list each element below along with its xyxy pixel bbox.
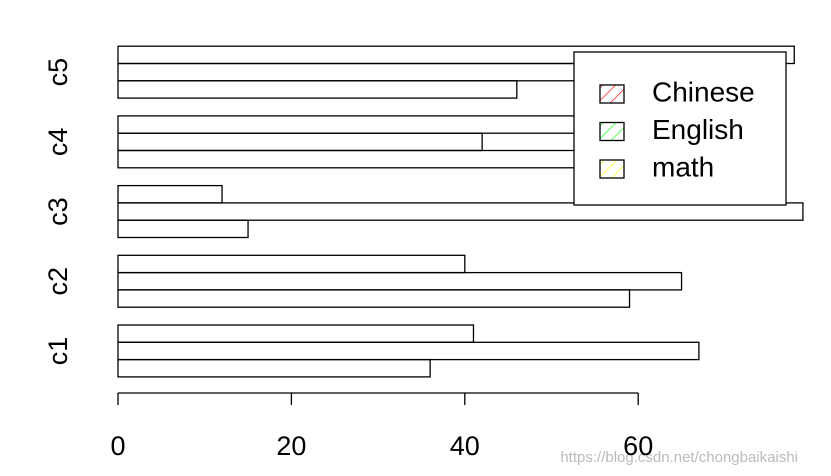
legend-swatch <box>599 121 625 142</box>
bar <box>117 271 683 291</box>
legend-swatch <box>599 159 625 179</box>
y-tick-label: c5 <box>43 58 73 87</box>
x-tick-label: 20 <box>276 431 306 461</box>
y-tick-label: c2 <box>43 267 73 296</box>
watermark: https://blog.csdn.net/chongbaikaishi <box>560 449 798 466</box>
bar <box>117 202 804 221</box>
bar <box>117 80 518 99</box>
legend-label: Chinese <box>652 76 755 107</box>
bar <box>117 289 631 308</box>
bar <box>117 358 431 378</box>
bar <box>117 132 483 152</box>
x-tick-label: 40 <box>450 431 480 461</box>
legend-label: English <box>652 114 744 145</box>
y-tick-label: c4 <box>43 128 73 157</box>
y-tick-label: c3 <box>43 197 73 226</box>
bar <box>117 184 223 204</box>
bar <box>117 219 249 239</box>
y-tick-label: c1 <box>43 337 73 366</box>
bar <box>117 341 700 361</box>
bar <box>117 324 475 343</box>
x-tick-label: 60 <box>623 431 653 461</box>
legend-swatch <box>599 84 625 104</box>
legend-label: math <box>652 151 714 182</box>
x-tick-label: 0 <box>110 431 125 461</box>
bar <box>117 254 466 274</box>
